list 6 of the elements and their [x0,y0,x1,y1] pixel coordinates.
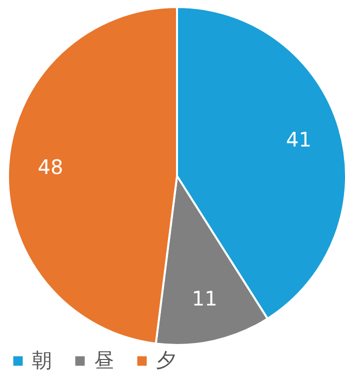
legend-label: 昼 [94,348,114,372]
legend-label: 夕 [156,348,176,372]
data-label: 11 [192,286,218,311]
data-label: 41 [286,128,312,152]
data-label: 48 [38,155,64,180]
legend-label: 朝 [32,348,52,372]
